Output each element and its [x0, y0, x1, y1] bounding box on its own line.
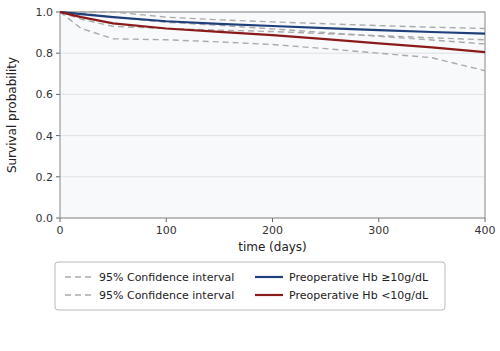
tick [60, 218, 61, 222]
legend-swatch [255, 276, 283, 278]
tick-label: 400 [475, 224, 496, 237]
legend-label: Preoperative Hb ≥10g/dL [289, 271, 429, 284]
background [0, 0, 500, 351]
tick-label: 0.4 [36, 130, 54, 143]
tick [166, 218, 167, 222]
x-axis-label: time (days) [238, 240, 307, 254]
y-axis-label: Survival probability [5, 57, 19, 173]
legend: 95% Confidence interval 95% Confidence in… [55, 262, 445, 310]
tick [272, 218, 273, 222]
tick-label: 200 [262, 224, 283, 237]
tick-label: 0.0 [36, 212, 54, 225]
tick [56, 135, 60, 136]
legend-label: Preoperative Hb <10g/dL [289, 289, 429, 302]
legend-label: 95% Confidence interval [99, 271, 234, 284]
tick [56, 218, 60, 219]
legend-label: 95% Confidence interval [99, 289, 234, 302]
plot-frame [60, 12, 485, 218]
tick-label: 1.0 [36, 6, 54, 19]
ci-line [60, 12, 485, 71]
grid-line [60, 135, 485, 136]
tick [56, 94, 60, 95]
survival-line [60, 12, 485, 52]
plot-area [60, 12, 485, 218]
tick [56, 12, 60, 13]
tick-label: 0 [57, 224, 64, 237]
tick [485, 218, 486, 222]
survival-line [60, 12, 485, 34]
legend-box [55, 262, 445, 310]
lines [60, 12, 485, 71]
tick-label: 100 [156, 224, 177, 237]
grid-line [60, 53, 485, 54]
tick-label: 0.6 [36, 88, 54, 101]
legend-swatch [255, 294, 283, 296]
chart: 0.0 0.2 0.4 0.6 0.8 1.0 0 100 200 300 400 time (day… [0, 0, 500, 351]
tick-label: 0.2 [36, 171, 54, 184]
tick [56, 176, 60, 177]
legend-swatch [65, 294, 93, 295]
tick [378, 218, 379, 222]
tick-label: 0.8 [36, 47, 54, 60]
grid-line [60, 176, 485, 177]
tick [56, 53, 60, 54]
grid-line [60, 94, 485, 95]
axes: 0.0 0.2 0.4 0.6 0.8 1.0 0 100 200 300 400 [36, 6, 496, 237]
legend-swatch [65, 276, 93, 277]
tick-label: 300 [368, 224, 389, 237]
